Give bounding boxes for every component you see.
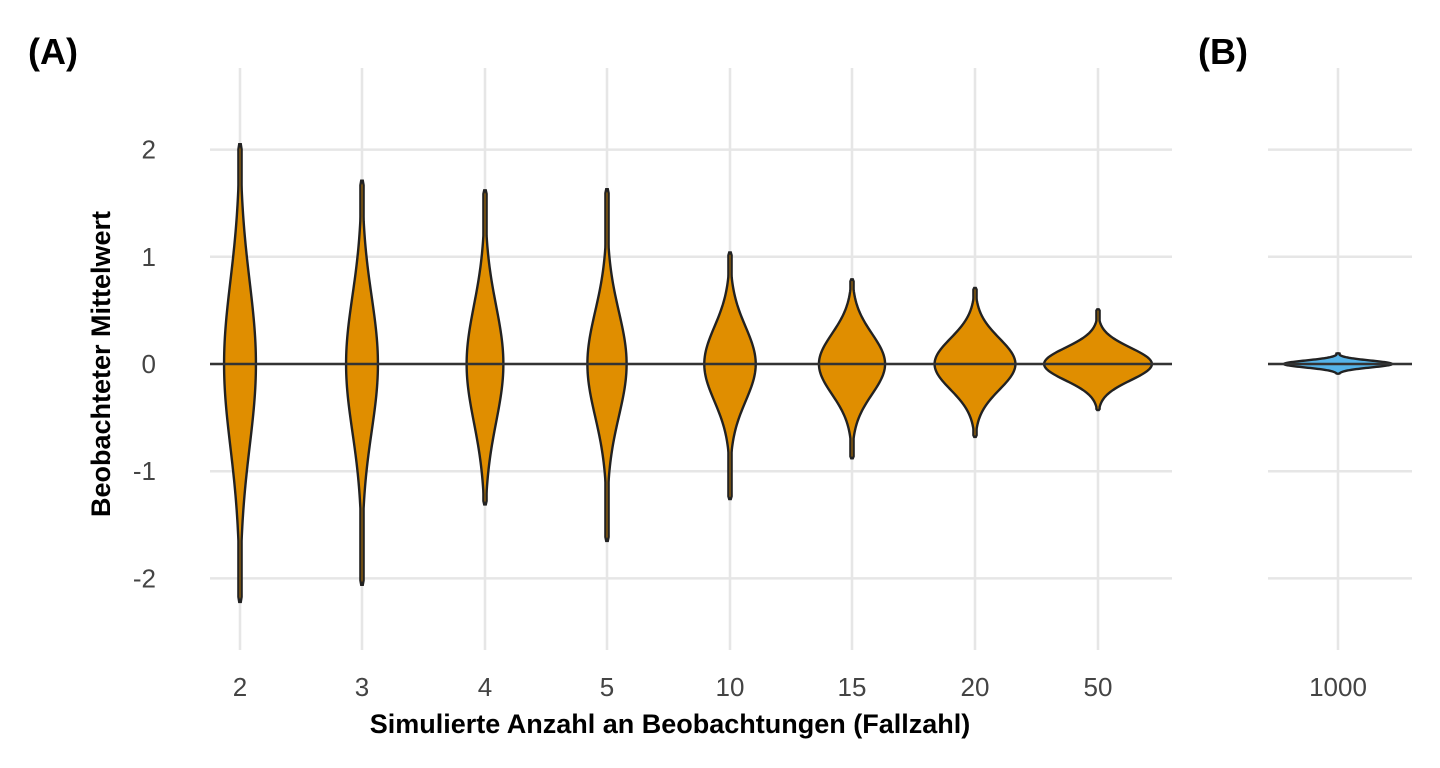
x-tick-label: 2 (233, 672, 247, 702)
violin-n4 (465, 189, 505, 506)
y-tick-label: 1 (142, 242, 156, 272)
x-tick-label: 15 (838, 672, 867, 702)
x-tick-label: 1000 (1309, 672, 1367, 702)
y-tick-label: -1 (133, 456, 156, 486)
violin-n20 (933, 286, 1017, 439)
y-tick-label: 0 (142, 349, 156, 379)
x-tick-label: 50 (1084, 672, 1113, 702)
violin-layer (210, 143, 1412, 604)
y-tick-label: -2 (133, 563, 156, 593)
violin-n2 (222, 143, 258, 604)
violin-n15 (817, 278, 887, 460)
panel-b-tag: (B) (1198, 31, 1248, 72)
x-tick-label: 10 (716, 672, 745, 702)
x-axis-title: Simulierte Anzahl an Beobachtungen (Fall… (370, 709, 971, 739)
x-tick-label: 20 (961, 672, 990, 702)
violin-n10 (703, 251, 757, 501)
grid-layer (210, 68, 1412, 650)
x-tick-label: 3 (355, 672, 369, 702)
y-tick-label: 2 (142, 135, 156, 165)
x-tick-label: 4 (478, 672, 492, 702)
label-layer: -2 -1 0 1 2 2 3 4 5 10 15 20 50 1000 (133, 135, 1367, 702)
violin-n50 (1042, 308, 1154, 412)
x-tick-label: 5 (600, 672, 614, 702)
violin-n3 (344, 179, 380, 587)
y-axis-title: Beobachteter Mittelwert (86, 211, 116, 517)
panel-a-tag: (A) (28, 31, 78, 72)
